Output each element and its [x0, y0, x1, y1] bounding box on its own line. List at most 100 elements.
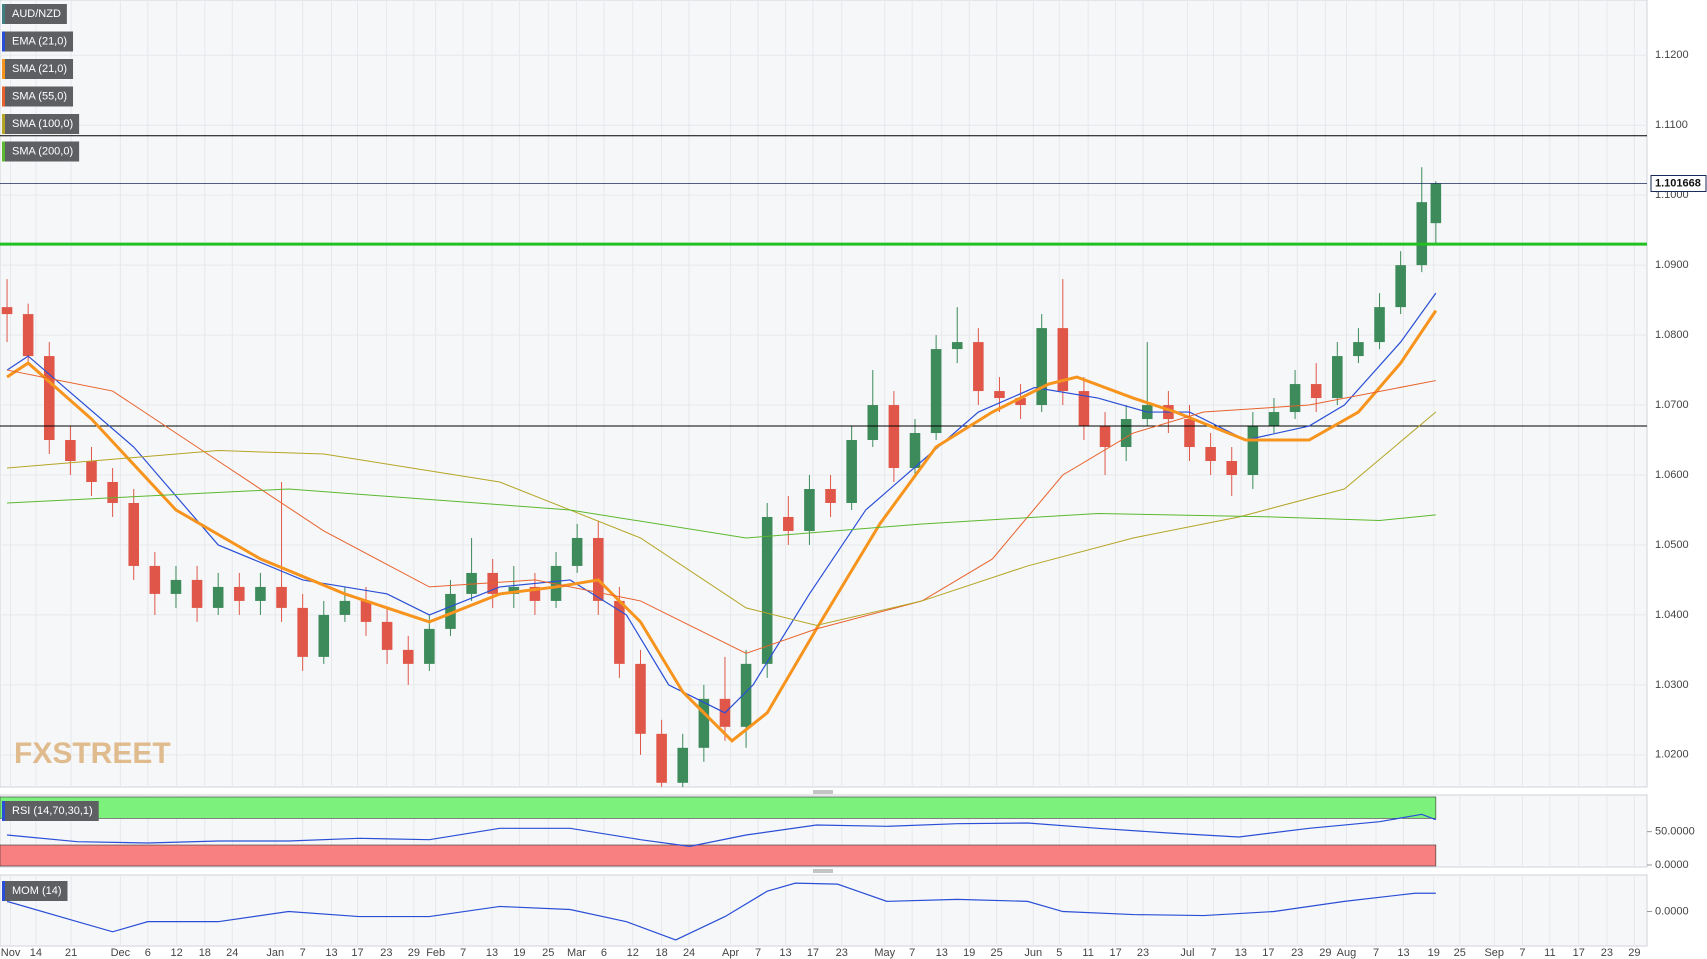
x-tick-label: 6: [145, 947, 151, 959]
x-tick-label: 23: [1601, 947, 1613, 959]
price-tag: [1650, 175, 1707, 193]
x-tick-label: 7: [909, 947, 915, 959]
legend-swatch: [2, 31, 5, 52]
x-tick-label: 13: [779, 947, 791, 959]
candle-body: [1268, 412, 1280, 427]
y-tick-label: 1.0700: [1655, 399, 1689, 411]
candle-body: [86, 461, 97, 482]
x-tick-label: 11: [1544, 947, 1555, 959]
indicator-line: [6, 813, 1437, 847]
legend-label: MOM (14): [12, 885, 62, 897]
legend-swatch: [2, 114, 5, 134]
ma-line: [6, 411, 1437, 626]
x-tick-label: 25: [542, 947, 554, 959]
legend-swatch: [2, 881, 5, 901]
candle-body: [973, 342, 984, 392]
candle-body: [1332, 356, 1343, 399]
x-tick-label: Aug: [1337, 947, 1357, 959]
candle-body: [1015, 398, 1026, 406]
legend-label: EMA (21,0): [12, 35, 67, 47]
x-tick-label: 17: [351, 947, 363, 959]
y-tick-label: 1.1000: [1655, 189, 1689, 201]
candle-body: [1226, 461, 1238, 475]
x-tick-label: Sep: [1484, 947, 1504, 959]
panel-handle[interactable]: [813, 790, 833, 794]
y-tick-label: 1.0900: [1655, 259, 1689, 271]
y-tick-label: 0.0000: [1655, 859, 1689, 871]
x-tick-label: 23: [380, 947, 392, 959]
x-tick-label: 23: [1291, 947, 1303, 959]
x-tick-label: 18: [199, 947, 211, 959]
candle-body: [65, 440, 76, 462]
candle-body: [360, 600, 372, 622]
legend-box: [2, 31, 74, 52]
x-tick-label: 11: [1082, 947, 1093, 959]
x-tick-label: 17: [1573, 947, 1585, 959]
candle-body: [1289, 384, 1301, 413]
x-tick-label: 13: [1235, 947, 1247, 959]
legend-box: [2, 141, 80, 162]
candle-body: [1353, 342, 1364, 357]
x-tick-label: 24: [683, 947, 695, 959]
x-tick-label: 12: [171, 947, 183, 959]
candle-body: [508, 586, 520, 594]
candle-body: [149, 565, 161, 594]
x-tick-label: 19: [963, 947, 975, 959]
x-tick-label: 19: [513, 947, 525, 959]
overbought-band: [0, 796, 1437, 819]
y-tick-label: 1.0600: [1655, 469, 1689, 481]
price-panel: [0, 0, 1648, 788]
indicator-line: [6, 882, 1436, 941]
x-tick-label: 13: [936, 947, 948, 959]
y-tick-label: 1.1100: [1655, 119, 1688, 131]
panel-handle[interactable]: [813, 869, 833, 873]
x-tick-label: 29: [1628, 947, 1640, 959]
candle-body: [276, 586, 287, 608]
x-tick-label: 21: [65, 947, 77, 959]
x-tick-label: 17: [1109, 947, 1121, 959]
candle-body: [1120, 419, 1132, 448]
y-tick-label: 50.0000: [1655, 826, 1695, 838]
legend-swatch: [2, 141, 5, 162]
x-tick-label: 5: [1056, 947, 1062, 959]
candle-body: [1184, 419, 1195, 448]
x-tick-label: Feb: [426, 947, 445, 959]
candle-body: [487, 572, 498, 594]
candle-body: [1, 307, 13, 315]
legend-label: SMA (100,0): [12, 118, 73, 130]
x-tick-label: Nov: [1, 947, 21, 959]
watermark: FXSTREET: [14, 737, 171, 770]
candle-body: [466, 572, 477, 594]
x-tick-label: 13: [486, 947, 498, 959]
candle-body: [930, 349, 942, 434]
candle-body: [529, 586, 541, 601]
candle-body: [635, 663, 646, 734]
candle-body: [1205, 447, 1216, 462]
candle-body: [128, 502, 140, 566]
x-tick-label: 25: [991, 947, 1003, 959]
candle-body: [951, 342, 963, 350]
ma-line: [7, 488, 1436, 539]
x-tick-label: Mar: [567, 947, 586, 959]
candle-body: [1310, 384, 1322, 399]
legend-swatch: [2, 59, 5, 79]
candle-body: [1416, 202, 1428, 266]
legend-label: SMA (200,0): [12, 145, 73, 157]
legend-label: RSI (14,70,30,1): [12, 805, 93, 817]
candle-body: [550, 565, 562, 601]
y-tick-label: 1.0300: [1655, 679, 1689, 691]
legend-box: [2, 881, 68, 901]
x-tick-label: 23: [1137, 947, 1149, 959]
legend-label: AUD/NZD: [12, 8, 61, 20]
candle-body: [381, 621, 393, 650]
x-tick-label: Apr: [722, 947, 739, 959]
candle-body: [445, 593, 456, 629]
ma-line: [6, 369, 1436, 654]
legend-label: SMA (21,0): [12, 63, 67, 75]
y-tick-label: 1.0200: [1655, 749, 1689, 761]
candle-body: [234, 586, 245, 601]
candle-body: [994, 391, 1005, 399]
candle-body: [1078, 391, 1090, 427]
candle-body: [1430, 183, 1442, 224]
